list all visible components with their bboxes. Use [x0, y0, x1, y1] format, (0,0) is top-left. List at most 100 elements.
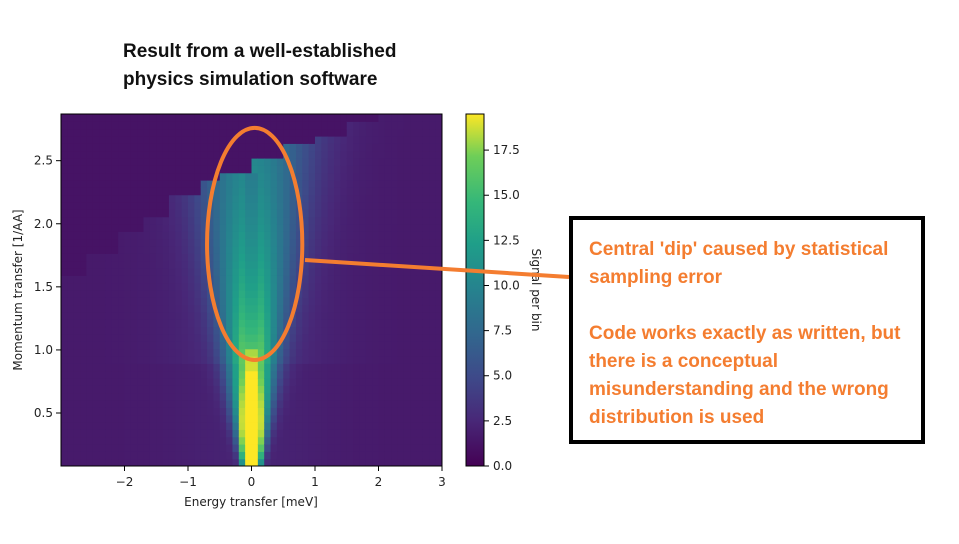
heatmap-cell: [213, 378, 221, 386]
heatmap-cell: [410, 356, 418, 364]
heatmap-cell: [213, 414, 221, 423]
heatmap-cell: [295, 334, 303, 342]
heatmap-cell: [162, 326, 170, 335]
heatmap-cell: [61, 385, 68, 394]
heatmap-cell: [264, 385, 272, 394]
heatmap-cell: [397, 275, 405, 284]
heatmap-cell: [207, 304, 214, 313]
heatmap-cell: [162, 136, 170, 144]
heatmap-cell: [226, 319, 234, 328]
heatmap-cell: [168, 378, 176, 386]
heatmap-cell: [175, 392, 183, 401]
heatmap-cell: [308, 180, 316, 188]
heatmap-cell: [226, 444, 234, 452]
heatmap-cell: [200, 180, 208, 188]
heatmap-cell: [378, 341, 386, 350]
heatmap-cell: [188, 290, 195, 298]
heatmap-cell: [302, 224, 310, 232]
heatmap-cell: [410, 422, 418, 430]
heatmap-cell: [372, 172, 380, 181]
heatmap-cell: [245, 143, 253, 152]
heatmap-cell: [289, 114, 297, 122]
heatmap-cell: [422, 458, 430, 466]
heatmap-cell: [340, 158, 348, 166]
heatmap-cell: [156, 194, 164, 203]
heatmap-cell: [283, 458, 291, 466]
heatmap-cell: [302, 326, 310, 335]
heatmap-cell: [124, 121, 132, 130]
heatmap-cell: [422, 187, 430, 196]
heatmap-cell: [86, 290, 94, 298]
heatmap-cell: [226, 202, 234, 210]
heatmap-cell: [73, 282, 81, 291]
heatmap-cell: [188, 165, 195, 174]
heatmap-cell: [384, 202, 392, 210]
heatmap-cell: [346, 194, 354, 203]
heatmap-cell: [283, 187, 291, 196]
heatmap-cell: [92, 143, 100, 152]
heatmap-cell: [207, 436, 214, 445]
heatmap-cell: [105, 378, 113, 386]
heatmap-cell: [130, 194, 138, 203]
heatmap-cell: [257, 436, 265, 445]
heatmap-cell: [283, 370, 291, 379]
heatmap-cell: [289, 378, 297, 386]
heatmap-cell: [264, 172, 272, 181]
heatmap-cell: [429, 282, 437, 291]
heatmap-cell: [321, 312, 329, 320]
heatmap-cell: [111, 414, 119, 423]
heatmap-cell: [181, 238, 189, 247]
heatmap-cell: [251, 319, 259, 328]
heatmap-cell: [168, 458, 176, 466]
heatmap-cell: [378, 150, 386, 159]
heatmap-cell: [429, 341, 437, 350]
heatmap-cell: [111, 422, 119, 430]
heatmap-cell: [175, 400, 183, 408]
heatmap-cell: [188, 136, 195, 144]
heatmap-cell: [257, 422, 265, 430]
heatmap-cell: [194, 319, 202, 328]
heatmap-cell: [118, 312, 126, 320]
heatmap-cell: [429, 407, 437, 416]
heatmap-cell: [410, 363, 418, 372]
heatmap-cell: [86, 253, 94, 262]
heatmap-cell: [188, 407, 195, 416]
heatmap-cell: [200, 187, 208, 196]
heatmap-cell: [302, 444, 310, 452]
heatmap-cell: [194, 150, 202, 159]
heatmap-cell: [200, 326, 208, 335]
heatmap-cell: [175, 363, 183, 372]
heatmap-cell: [416, 319, 424, 328]
heatmap-cell: [232, 378, 240, 386]
heatmap-cell: [188, 312, 195, 320]
heatmap-cell: [264, 224, 272, 232]
heatmap-cell: [168, 180, 176, 188]
heatmap-cell: [137, 400, 145, 408]
heatmap-cell: [435, 356, 442, 364]
heatmap-cell: [264, 341, 272, 350]
heatmap-cell: [143, 150, 151, 159]
heatmap-cell: [219, 143, 227, 152]
heatmap-cell: [86, 363, 94, 372]
heatmap-cell: [130, 429, 138, 438]
heatmap-cell: [435, 194, 442, 203]
heatmap-cell: [118, 260, 126, 269]
heatmap-cell: [111, 290, 119, 298]
heatmap-cell: [130, 334, 138, 342]
heatmap-cell: [346, 136, 354, 144]
y-tick-label: 1.0: [34, 343, 53, 357]
heatmap-cell: [219, 128, 227, 137]
heatmap-cell: [359, 356, 367, 364]
heatmap-cell: [219, 400, 227, 408]
colorbar-tick-label: 10.0: [493, 278, 520, 292]
heatmap-cell: [118, 348, 126, 357]
heatmap-cell: [422, 231, 430, 240]
heatmap-cell: [80, 260, 87, 269]
heatmap-cell: [111, 363, 119, 372]
heatmap-cell: [181, 209, 189, 218]
heatmap-cell: [264, 304, 272, 313]
heatmap-cell: [372, 444, 380, 452]
colorbar: [465, 113, 485, 467]
heatmap-cell: [156, 238, 164, 247]
heatmap-cell: [270, 150, 278, 159]
